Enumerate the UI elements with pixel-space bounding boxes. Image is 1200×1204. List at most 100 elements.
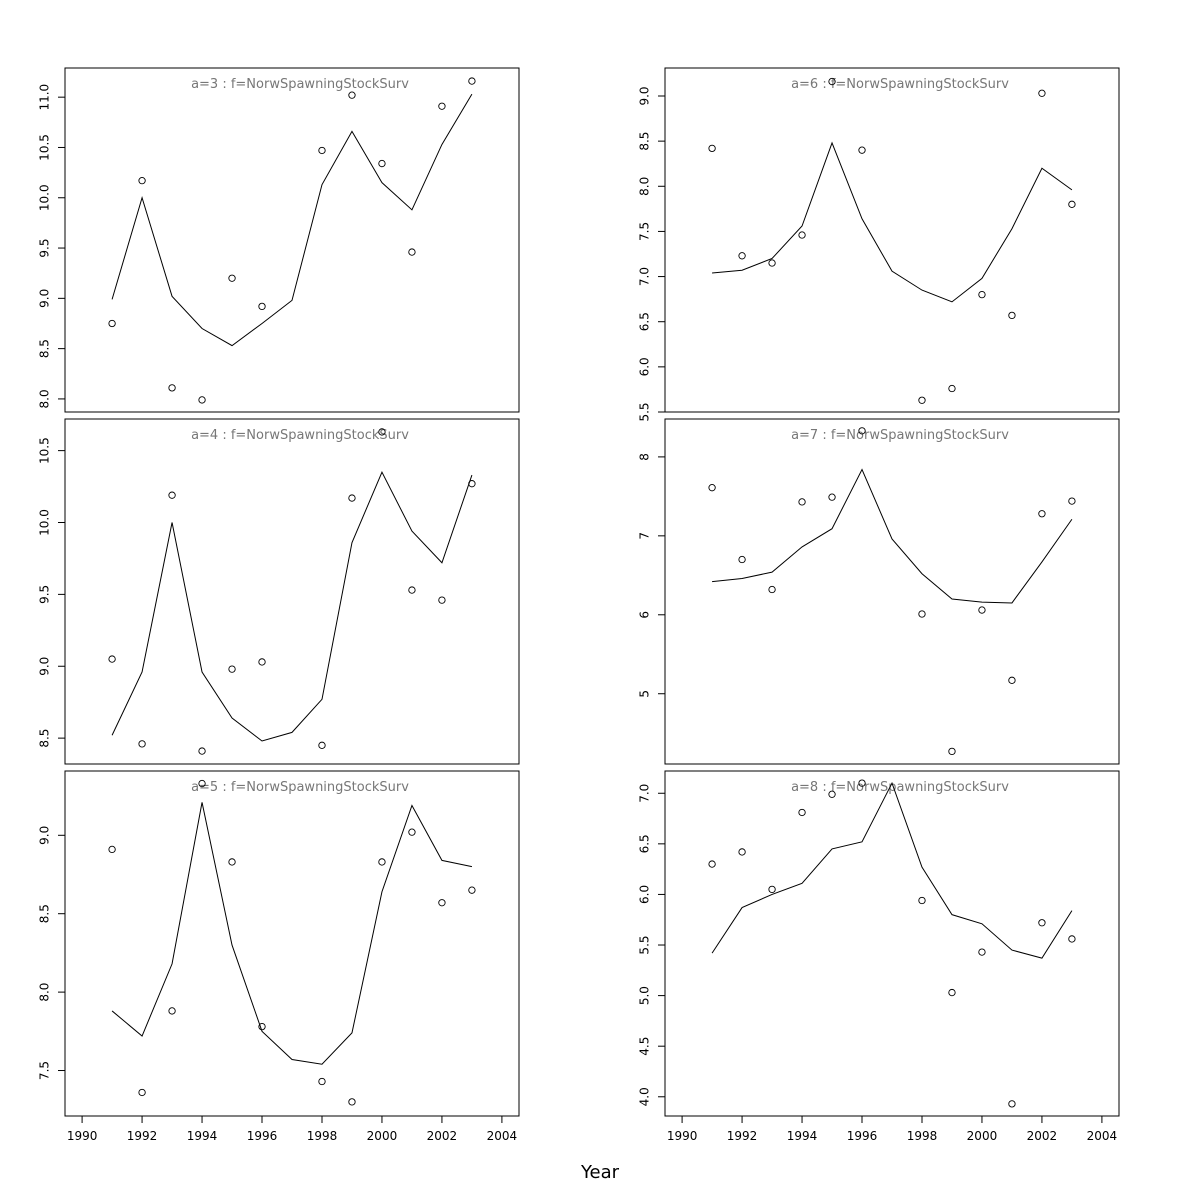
y-tick-label: 9.5 [38, 585, 52, 604]
data-point [918, 896, 926, 905]
data-point [738, 848, 746, 856]
panel: a=6 : f=NorwSpawningStockSurv 5.5 6.0 6.5 7.… [638, 67, 1120, 422]
data-point [408, 248, 416, 256]
plot-frame [664, 67, 1120, 413]
data-point [1068, 200, 1076, 208]
x-tick-label: 1996 [247, 1129, 278, 1143]
x-tick-label: 1998 [907, 1129, 938, 1143]
data-point [348, 91, 356, 99]
data-point [738, 555, 746, 564]
panel-title: a=4 : f=NorwSpawningStockSurv [191, 428, 409, 443]
x-axis-label: Year [580, 1162, 620, 1183]
y-tick-label: 8.0 [38, 389, 52, 408]
data-point [108, 655, 116, 663]
data-point [348, 494, 356, 502]
y-tick-label: 5 [638, 690, 652, 698]
plot-frame [64, 418, 520, 765]
fit-line [111, 93, 473, 347]
fit-line [111, 802, 473, 1065]
y-tick-label: 9.0 [638, 86, 652, 105]
data-point [798, 808, 806, 817]
panel: a=7 : f=NorwSpawningStockSurv 5 6 7 8 [638, 418, 1120, 765]
data-point [978, 948, 986, 956]
x-tick-label: 1992 [127, 1129, 158, 1143]
data-point [408, 586, 416, 594]
x-tick-label: 1998 [307, 1129, 338, 1143]
data-point [228, 665, 236, 673]
data-point [198, 747, 206, 755]
data-point [1068, 935, 1076, 943]
x-tick-label: 2002 [427, 1129, 458, 1143]
y-tick-label: 7.5 [638, 222, 652, 241]
x-tick-label: 2004 [487, 1129, 518, 1143]
panel: a=8 : f=NorwSpawningStockSurv 4.0 4.5 5.0 5.… [638, 770, 1120, 1143]
data-point [378, 858, 386, 866]
y-tick-label: 9.0 [38, 657, 52, 676]
y-tick-label: 10.5 [38, 437, 52, 464]
data-point [198, 396, 206, 404]
y-tick-label: 8 [638, 453, 652, 461]
x-tick-label: 1994 [787, 1129, 818, 1143]
data-point [738, 252, 746, 260]
y-tick-label: 8.0 [38, 983, 52, 1002]
data-point [708, 860, 716, 868]
panel-title: a=5 : f=NorwSpawningStockSurv [191, 780, 409, 795]
data-point [978, 606, 986, 614]
data-point [168, 384, 176, 392]
y-tick-label: 6.5 [638, 312, 652, 331]
data-point [798, 498, 806, 506]
x-tick-label: 1990 [667, 1129, 698, 1143]
data-point [1008, 1100, 1016, 1108]
data-point [858, 146, 866, 154]
data-point [198, 779, 206, 788]
y-tick-label: 6.5 [638, 834, 652, 853]
y-tick-label: 9.0 [38, 289, 52, 308]
data-point [1008, 676, 1016, 684]
data-point [348, 1098, 356, 1106]
data-point [948, 384, 956, 393]
y-tick-label: 6 [638, 611, 652, 619]
data-point [138, 740, 146, 748]
fit-line [711, 781, 1073, 959]
panel-title: a=3 : f=NorwSpawningStockSurv [191, 77, 409, 92]
y-tick-label: 11.0 [38, 84, 52, 111]
y-tick-label: 8.5 [38, 904, 52, 923]
y-tick-label: 8.5 [38, 729, 52, 748]
data-point [768, 585, 776, 594]
data-point [318, 741, 326, 749]
data-point [138, 1088, 146, 1097]
data-point [828, 790, 836, 798]
data-point [108, 319, 116, 328]
x-tick-label: 1992 [727, 1129, 758, 1143]
data-point [768, 259, 776, 267]
panel: a=5 : f=NorwSpawningStockSurv 7.5 8.0 8.5 9.… [38, 770, 520, 1143]
data-point [1008, 311, 1016, 320]
panel-title: a=8 : f=NorwSpawningStockSurv [791, 780, 1009, 795]
y-tick-label: 4.5 [638, 1037, 652, 1056]
x-tick-label: 2000 [967, 1129, 998, 1143]
data-point [318, 146, 326, 155]
data-point [798, 231, 806, 239]
panel: a=4 : f=NorwSpawningStockSurv 8.5 9.0 9.5 10… [38, 418, 520, 765]
fit-line [111, 471, 473, 742]
y-tick-label: 7.0 [638, 267, 652, 286]
y-tick-label: 8.0 [638, 177, 652, 196]
data-point [438, 899, 446, 907]
data-point [168, 491, 176, 499]
data-point [1038, 89, 1046, 97]
data-point [378, 428, 386, 436]
data-point [708, 144, 716, 153]
y-tick-label: 9.5 [38, 238, 52, 257]
y-tick-label: 6.0 [638, 885, 652, 904]
data-point [948, 747, 956, 756]
data-point [918, 396, 926, 404]
data-point [108, 845, 116, 854]
data-point [828, 493, 836, 501]
data-point [228, 274, 236, 282]
data-point [948, 988, 956, 997]
x-tick-label: 2004 [1087, 1129, 1118, 1143]
data-point [468, 886, 476, 894]
y-tick-label: 8.5 [638, 132, 652, 151]
y-tick-label: 5.0 [638, 986, 652, 1005]
